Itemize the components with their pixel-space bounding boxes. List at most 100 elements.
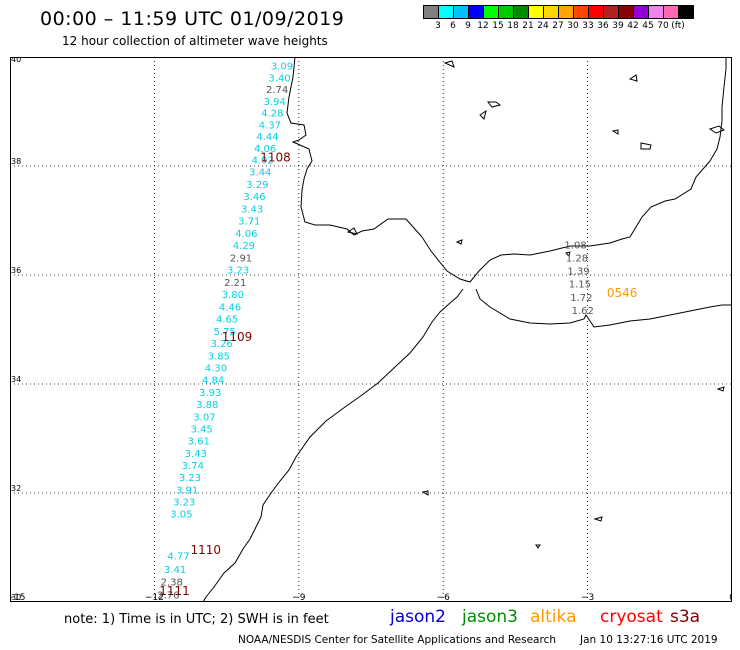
- map-grid: [10, 57, 732, 602]
- legend-swatch: [618, 5, 634, 19]
- wave-height-label: 1.15: [569, 280, 591, 291]
- wave-height-label: 1.72: [570, 293, 592, 304]
- legend-swatch: [663, 5, 679, 19]
- legend-tick-label: 18: [507, 21, 519, 31]
- wave-height-label: 3.23: [173, 498, 195, 509]
- wave-height-label: 1.28: [566, 254, 588, 265]
- satellite-name: s3a: [670, 607, 701, 627]
- wave-height-label: 4.30: [205, 364, 227, 375]
- legend-swatch: [558, 5, 574, 19]
- wave-height-label: 3.40: [268, 74, 290, 85]
- page-title: 00:00 – 11:59 UTC 01/09/2019: [40, 8, 345, 30]
- wave-height-label: 2.38: [161, 577, 183, 588]
- pass-time-label: 1111: [159, 584, 190, 598]
- legend-tick-label: 42: [627, 21, 639, 31]
- legend-tick-label: (ft): [671, 21, 685, 31]
- legend-swatch: [513, 5, 529, 19]
- legend-ticks: 3 6 9 12 15 18 21 24 27 30 33 36 39 42 45 70 (ft): [423, 19, 740, 33]
- legend-tick-label: 9: [465, 21, 471, 31]
- wave-height-label: 3.44: [249, 167, 271, 178]
- wave-height-label: 2.74: [266, 85, 288, 96]
- credit-text: NOAA/NESDIS Center for Satellite Applica…: [238, 634, 556, 646]
- wave-height-label: 3.29: [246, 180, 268, 191]
- wave-height-label: 3.07: [193, 413, 215, 424]
- legend-swatch: [603, 5, 619, 19]
- legend-swatch: [648, 5, 664, 19]
- x-tick-label: −9: [292, 593, 306, 602]
- wave-height-label: 4.77: [167, 552, 189, 563]
- wave-height-label: 2.76: [157, 590, 179, 601]
- legend-swatch: [528, 5, 544, 19]
- legend-swatch: [678, 5, 694, 19]
- legend-swatch: [543, 5, 559, 19]
- legend-tick-label: 33: [582, 21, 594, 31]
- wave-height-label: 4.28: [261, 109, 283, 120]
- satellite-name: altika: [530, 607, 577, 627]
- wave-height-label: 4.44: [256, 132, 278, 143]
- satellite-name: jason2: [390, 607, 446, 627]
- pass-time-label: 1109: [222, 330, 253, 344]
- pass-time-label: 0546: [607, 286, 638, 300]
- legend-tick-label: 24: [537, 21, 549, 31]
- pass-time-label: 1110: [191, 543, 222, 557]
- wave-height-label: 4.29: [233, 241, 255, 252]
- y-tick-label: 36: [11, 266, 21, 275]
- map-frame: [10, 57, 732, 602]
- y-tick-label: 30: [11, 593, 21, 602]
- x-tick-label: −12: [145, 593, 164, 602]
- wave-height-label: 4.37: [259, 121, 281, 132]
- legend-swatch: [633, 5, 649, 19]
- altimeter-tracks: 3.093.402.743.944.284.374.444.064.921108…: [157, 62, 637, 602]
- wave-height-label: 4.65: [216, 315, 238, 326]
- coastline: [202, 57, 732, 602]
- legend-tick-label: 21: [522, 21, 534, 31]
- legend-tick-label: 15: [492, 21, 504, 31]
- wave-height-label: 3.61: [188, 437, 210, 448]
- wave-height-label: 1.08: [564, 240, 586, 251]
- wave-height-label: 3.46: [243, 192, 265, 203]
- wave-height-label: 3.88: [196, 400, 218, 411]
- satellite-name: jason3: [462, 607, 518, 627]
- wave-height-label: 3.74: [182, 461, 204, 472]
- wave-height-label: 3.09: [271, 62, 293, 73]
- pass-time-label: 1108: [260, 151, 291, 165]
- wave-height-label: 1.39: [567, 267, 589, 278]
- wave-height-label: 3.41: [164, 565, 186, 576]
- wave-height-label: 1.62: [572, 306, 594, 317]
- wave-height-label: 4.06: [235, 229, 257, 240]
- wave-height-label: 4.92: [252, 155, 274, 166]
- wave-height-label: 3.85: [208, 352, 230, 363]
- footer-note: note: 1) Time is in UTC; 2) SWH is in fe…: [64, 612, 329, 627]
- legend-tick-label: 12: [477, 21, 489, 31]
- wave-height-label: 3.80: [222, 290, 244, 301]
- wave-height-label: 3.45: [190, 425, 212, 436]
- legend-swatch: [468, 5, 484, 19]
- legend-tick-label: 3: [435, 21, 441, 31]
- wave-height-label: 3.23: [227, 266, 249, 277]
- wave-height-label: 3.43: [185, 449, 207, 460]
- legend-swatch: [423, 5, 439, 19]
- legend-swatch: [483, 5, 499, 19]
- wave-height-label: 3.26: [211, 339, 233, 350]
- wave-height-label: 2.91: [230, 254, 252, 265]
- wave-height-label: 3.43: [241, 205, 263, 216]
- legend-swatch: [453, 5, 469, 19]
- x-tick-label: −6: [437, 593, 451, 602]
- legend-tick-label: 39: [612, 21, 624, 31]
- wave-height-map: −15−12−9−6−30403836343230 3.093.402.743.…: [10, 57, 732, 602]
- wave-height-label: 2.21: [224, 278, 246, 289]
- x-tick-label: 0: [729, 593, 732, 602]
- y-tick-label: 32: [11, 484, 21, 493]
- legend-swatch: [573, 5, 589, 19]
- wave-height-label: 3.91: [176, 486, 198, 497]
- legend-swatches: [423, 5, 740, 19]
- legend-tick-label: 45: [642, 21, 654, 31]
- wave-height-label: 5.75: [214, 327, 236, 338]
- legend-swatch: [588, 5, 604, 19]
- generated-date: Jan 10 13:27:16 UTC 2019: [580, 634, 718, 646]
- page-subtitle: 12 hour collection of altimeter wave hei…: [62, 34, 328, 48]
- wave-height-label: 3.23: [179, 473, 201, 484]
- y-tick-label: 34: [11, 375, 21, 384]
- wave-height-label: 4.06: [254, 144, 276, 155]
- wave-height-label: 3.93: [199, 388, 221, 399]
